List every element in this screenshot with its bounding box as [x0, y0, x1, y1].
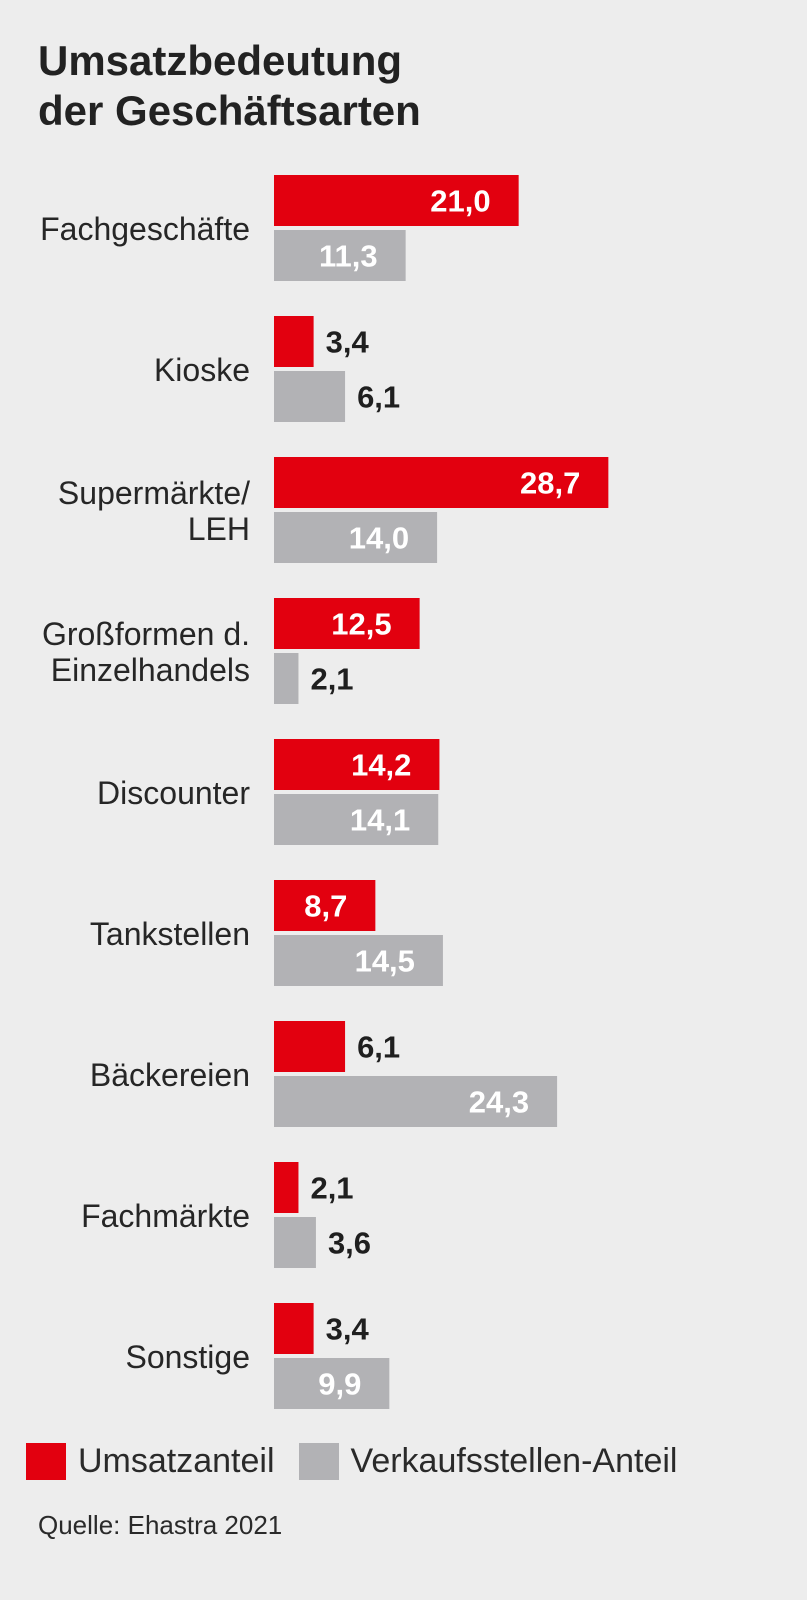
bar-verkauf	[274, 371, 346, 422]
value-label-verkauf: 14,1	[350, 803, 410, 838]
value-label-verkauf: 3,6	[328, 1226, 371, 1261]
bar-verkauf	[274, 794, 439, 845]
bar-umsatz	[274, 175, 519, 226]
category-label: Discounter	[97, 775, 250, 811]
title-line-2: der Geschäftsarten	[38, 87, 421, 134]
bar-chart: Fachgeschäfte 21,0 11,3 Kioske 3,4 6,1 Supermä…	[40, 175, 609, 1409]
value-label-umsatz: 21,0	[430, 184, 490, 219]
bar-verkauf	[274, 935, 443, 986]
bar-umsatz	[274, 880, 376, 931]
value-label-umsatz: 3,4	[326, 325, 370, 360]
legend-item-verkauf: Verkaufsstellen-Anteil	[298, 1442, 678, 1481]
bar-verkauf	[274, 512, 438, 563]
bar-verkauf	[274, 230, 406, 281]
value-label-verkauf: 2,1	[310, 662, 353, 697]
legend-item-umsatz: Umsatzanteil	[26, 1442, 275, 1481]
chart-title: Umsatzbedeutung der Geschäftsarten	[38, 36, 421, 136]
bar-umsatz	[274, 1021, 346, 1072]
category-label: Supermärkte/	[58, 475, 250, 511]
category-label: Einzelhandels	[51, 652, 250, 688]
category-label: Tankstellen	[90, 916, 250, 952]
value-label-umsatz: 12,5	[331, 607, 391, 642]
value-label-verkauf: 14,0	[349, 521, 409, 556]
category-label: Fachmärkte	[81, 1198, 250, 1234]
value-label-umsatz: 6,1	[357, 1030, 400, 1065]
legend: Umsatzanteil Verkaufsstellen-Anteil	[26, 1442, 701, 1481]
value-label-umsatz: 3,4	[326, 1312, 370, 1347]
value-label-umsatz: 2,1	[310, 1171, 353, 1206]
legend-swatch-umsatz	[26, 1443, 66, 1480]
category-label: LEH	[188, 511, 250, 547]
title-line-1: Umsatzbedeutung	[38, 37, 403, 84]
category-label: Fachgeschäfte	[40, 211, 250, 247]
bar-verkauf	[274, 653, 299, 704]
bar-verkauf	[274, 1217, 316, 1268]
bar-verkauf	[274, 1076, 558, 1127]
legend-label-verkauf: Verkaufsstellen-Anteil	[350, 1442, 678, 1480]
category-label: Bäckereien	[90, 1057, 250, 1093]
value-label-umsatz: 28,7	[520, 466, 580, 501]
bar-verkauf	[274, 1358, 390, 1409]
value-label-umsatz: 8,7	[304, 889, 347, 924]
bar-umsatz	[274, 739, 440, 790]
bar-umsatz	[274, 598, 420, 649]
legend-swatch-verkauf	[298, 1443, 339, 1480]
bar-umsatz	[274, 1162, 299, 1213]
bar-umsatz	[274, 1303, 314, 1354]
category-label: Kioske	[154, 352, 250, 388]
source-note: Quelle: Ehastra 2021	[38, 1510, 283, 1540]
category-label: Großformen d.	[42, 616, 250, 652]
bar-umsatz	[274, 457, 609, 508]
value-label-umsatz: 14,2	[351, 748, 411, 783]
value-label-verkauf: 11,3	[319, 239, 378, 274]
legend-label-umsatz: Umsatzanteil	[78, 1442, 275, 1480]
bar-umsatz	[274, 316, 314, 367]
category-label: Sonstige	[125, 1339, 250, 1375]
value-label-verkauf: 6,1	[357, 380, 400, 415]
value-label-verkauf: 14,5	[355, 944, 415, 979]
value-label-verkauf: 24,3	[469, 1085, 529, 1120]
value-label-verkauf: 9,9	[318, 1367, 361, 1402]
